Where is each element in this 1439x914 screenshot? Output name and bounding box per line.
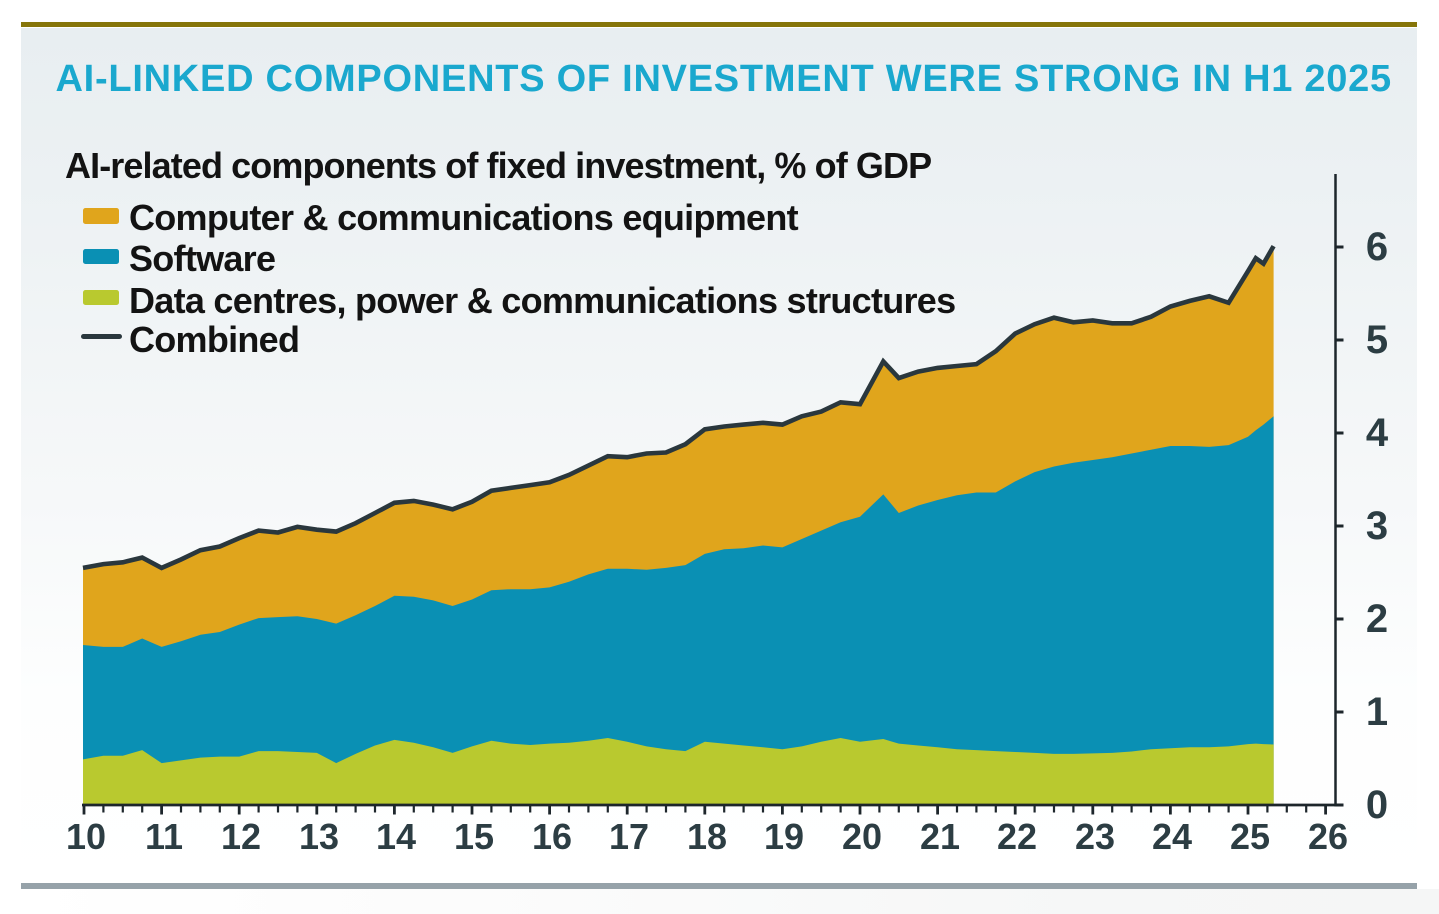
svg-text:21: 21 [920,816,960,857]
svg-text:4: 4 [1366,411,1389,455]
svg-text:14: 14 [376,816,416,857]
svg-text:11: 11 [145,816,183,857]
svg-text:17: 17 [609,816,649,857]
svg-text:23: 23 [1075,816,1115,857]
svg-text:0: 0 [1366,783,1388,827]
svg-text:22: 22 [997,816,1037,857]
svg-text:1: 1 [1366,690,1388,734]
svg-text:5: 5 [1366,318,1388,362]
svg-text:19: 19 [764,816,804,857]
svg-text:13: 13 [299,816,339,857]
svg-text:15: 15 [454,816,494,857]
svg-text:2: 2 [1366,597,1388,641]
svg-text:26: 26 [1308,816,1348,857]
svg-text:12: 12 [221,816,261,857]
svg-text:6: 6 [1366,225,1388,269]
svg-text:16: 16 [532,816,572,857]
svg-text:24: 24 [1152,816,1192,857]
svg-text:20: 20 [842,816,882,857]
svg-text:10: 10 [66,816,106,857]
svg-text:18: 18 [687,816,727,857]
svg-text:25: 25 [1230,816,1270,857]
svg-text:3: 3 [1366,504,1388,548]
